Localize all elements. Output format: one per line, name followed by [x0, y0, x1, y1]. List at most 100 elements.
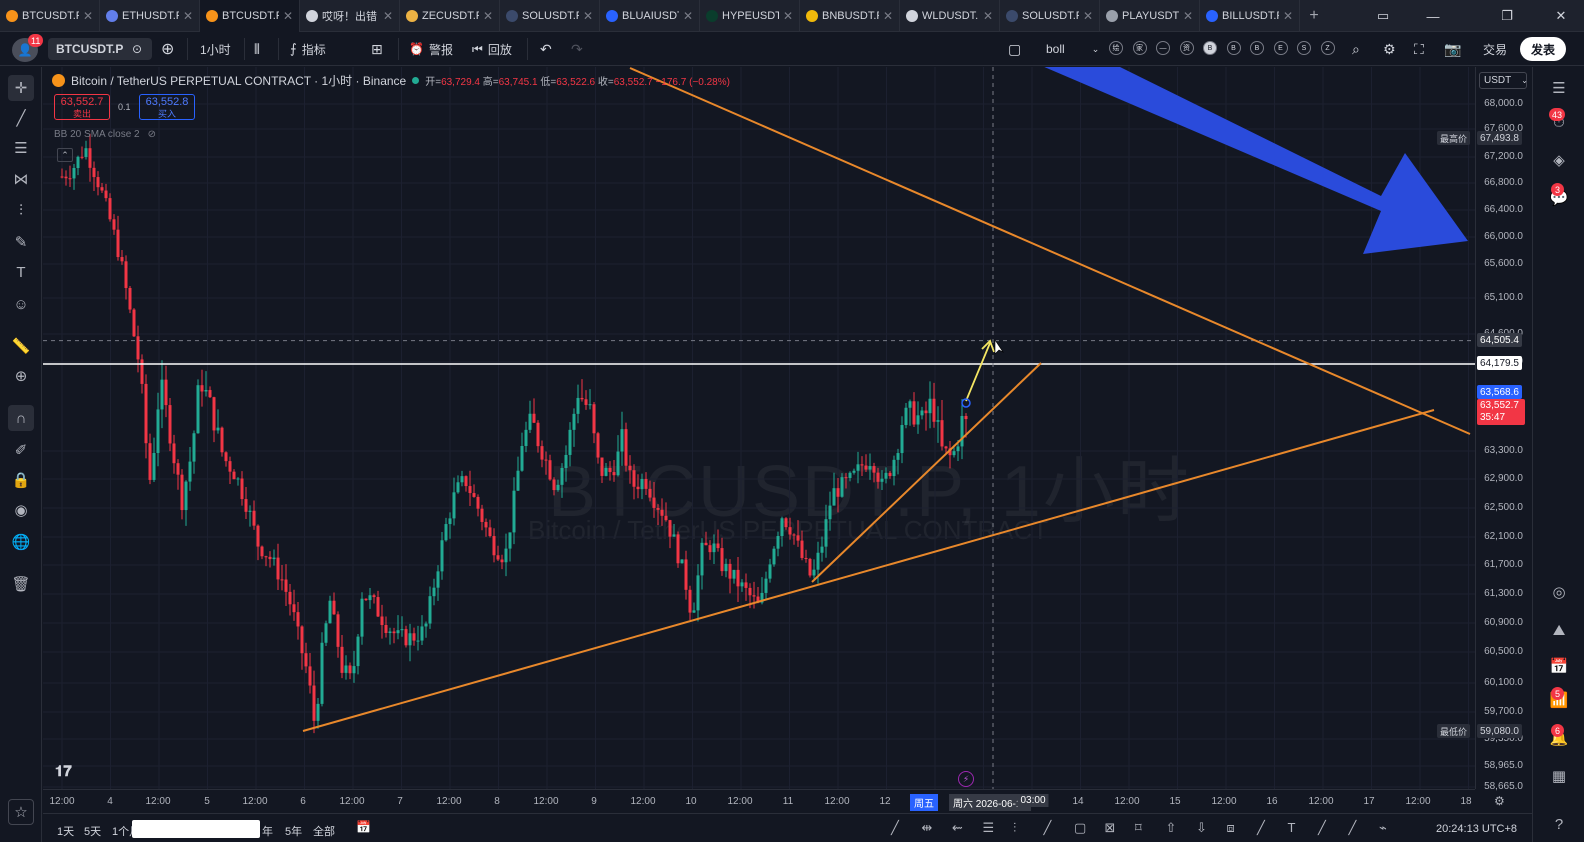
- browser-tab[interactable]: HYPEUSDT ✕: [700, 0, 800, 32]
- drawing-shortcut-icon[interactable]: ⫶: [1013, 820, 1017, 835]
- text-tool-icon[interactable]: T: [16, 263, 26, 281]
- cast-icon[interactable]: ▭: [1376, 8, 1390, 23]
- add-to-watchlist-icon[interactable]: ⊙: [132, 42, 143, 56]
- tab-close-icon[interactable]: ✕: [1282, 8, 1293, 23]
- drawing-shortcut-icon[interactable]: ⌑: [1135, 820, 1142, 835]
- indicator-legend[interactable]: BB 20 SMA close 2 ⊘: [54, 129, 156, 140]
- replay-button[interactable]: ⏮ 回放: [472, 32, 512, 66]
- candle-type-icon[interactable]: ⫴: [254, 40, 260, 57]
- pattern-icon[interactable]: ⋈: [13, 171, 29, 188]
- layout-chip[interactable]: —: [1156, 41, 1170, 55]
- range-1d[interactable]: 1天: [57, 826, 75, 838]
- new-tab-icon[interactable]: +: [1309, 6, 1319, 24]
- compare-add-icon[interactable]: ⊕: [161, 41, 175, 58]
- browser-tab[interactable]: 哎呀！出错 ✕: [300, 0, 400, 32]
- chart-pane[interactable]: BTCUSDT.P, 1小时 Bitcoin / TetherUS PERPET…: [43, 67, 1475, 789]
- lock-drawings-pencil-icon[interactable]: ✐: [14, 442, 28, 459]
- drawing-shortcut-icon[interactable]: ╱: [1348, 820, 1357, 835]
- drawing-shortcut-icon[interactable]: ⇩: [1196, 820, 1207, 835]
- tab-close-icon[interactable]: ✕: [882, 8, 893, 23]
- symbol-search[interactable]: BTCUSDT.P: [48, 38, 152, 60]
- undo-icon[interactable]: ↶: [540, 40, 552, 57]
- minimize-icon[interactable]: —: [1426, 8, 1440, 24]
- trade-button[interactable]: 交易: [1483, 42, 1508, 57]
- favorite-star-icon[interactable]: ☆: [8, 799, 34, 825]
- browser-tab[interactable]: ZECUSDT.P ✕: [400, 0, 500, 32]
- layout-name-button[interactable]: boll ⌄: [1046, 32, 1099, 66]
- tab-close-icon[interactable]: ✕: [82, 8, 93, 23]
- publish-button[interactable]: 发表: [1520, 37, 1567, 61]
- magnet-icon[interactable]: ∩: [8, 405, 34, 431]
- drawing-shortcut-icon[interactable]: ⧈: [1226, 820, 1235, 835]
- brush-icon[interactable]: ✎: [14, 234, 28, 251]
- currency-select[interactable]: USDT ⌄: [1479, 72, 1528, 89]
- target-icon[interactable]: ◎: [1552, 584, 1566, 601]
- layout-chip[interactable]: 家: [1132, 41, 1147, 55]
- ideas-icon[interactable]: ⛰: [1552, 621, 1566, 639]
- browser-tab[interactable]: BNBUSDT.P ✕: [800, 0, 900, 32]
- tab-close-icon[interactable]: ✕: [1082, 8, 1093, 23]
- fib-icon[interactable]: ⫶: [19, 201, 23, 219]
- drawing-shortcut-icon[interactable]: ⇜: [952, 820, 963, 835]
- alerts-clock-icon[interactable]: ⏱: [1553, 113, 1565, 131]
- browser-tab[interactable]: BILLUSDT.P ✕: [1200, 0, 1300, 32]
- calendar-icon[interactable]: 📅: [1549, 658, 1569, 675]
- drawing-shortcut-icon[interactable]: T: [1287, 820, 1296, 835]
- hidden-eye-icon[interactable]: ⊘: [147, 129, 156, 140]
- layout-grid-icon[interactable]: ⊞: [371, 40, 383, 57]
- event-lightning-icon[interactable]: ⚡: [958, 771, 974, 787]
- fullscreen-icon[interactable]: ⛶: [1414, 40, 1424, 57]
- browser-tab[interactable]: ETHUSDT.P ✕: [100, 0, 200, 32]
- goto-date-calendar-icon[interactable]: 📅: [356, 820, 371, 834]
- snapshot-camera-icon[interactable]: 📷: [1444, 40, 1462, 57]
- drawing-shortcut-icon[interactable]: ⇧: [1165, 820, 1177, 835]
- candlestick-chart[interactable]: [43, 67, 1475, 789]
- lock-icon[interactable]: 🔒: [11, 472, 31, 489]
- tab-close-icon[interactable]: ✕: [382, 8, 393, 23]
- tab-close-icon[interactable]: ✕: [982, 8, 993, 23]
- grid-apps-icon[interactable]: ▦: [1551, 768, 1567, 785]
- tab-close-icon[interactable]: ✕: [682, 8, 693, 23]
- drawing-shortcut-icon[interactable]: ⌁: [1379, 820, 1387, 835]
- drawing-shortcut-icon[interactable]: ╱: [891, 820, 899, 835]
- time-axis[interactable]: 12:00 4 12:00 5 12:00 6 12:00 7 12:00 8 12:00 9 12:0…: [43, 789, 1475, 813]
- quick-search-icon[interactable]: ⌕: [1352, 40, 1360, 57]
- drawing-shortcut-icon[interactable]: ╱: [1043, 820, 1052, 835]
- trash-icon[interactable]: 🗑: [11, 576, 31, 593]
- tab-close-icon[interactable]: ✕: [1182, 8, 1193, 23]
- help-icon[interactable]: ?: [1554, 815, 1564, 833]
- browser-tab[interactable]: SOLUSDT.P ✕: [1000, 0, 1100, 32]
- ruler-icon[interactable]: 📏: [11, 338, 31, 355]
- range-1y[interactable]: 年: [262, 826, 273, 838]
- drawing-shortcut-icon[interactable]: ▢: [1074, 820, 1087, 835]
- tab-close-icon[interactable]: ✕: [282, 8, 293, 23]
- layout-chip[interactable]: 资: [1179, 41, 1194, 55]
- tab-close-icon[interactable]: ✕: [582, 8, 593, 23]
- browser-tab[interactable]: BLUAIUSDT ✕: [600, 0, 700, 32]
- buy-button[interactable]: 63,552.8 买入: [139, 94, 195, 120]
- layout-chip[interactable]: S: [1297, 41, 1311, 55]
- browser-tab[interactable]: SOLUSDT.P ✕: [500, 0, 600, 32]
- zoom-in-icon[interactable]: ⊕: [14, 368, 28, 385]
- layout-chip[interactable]: Z: [1320, 41, 1335, 55]
- drawing-shortcut-icon[interactable]: ╱: [1257, 820, 1265, 835]
- close-window-icon[interactable]: ✕: [1555, 8, 1567, 23]
- trend-line-icon[interactable]: ╱: [16, 110, 26, 127]
- watchlist-icon[interactable]: ☰: [1552, 80, 1566, 97]
- drawing-shortcut-icon[interactable]: ⊠: [1104, 820, 1116, 835]
- tab-close-icon[interactable]: ✕: [182, 8, 193, 23]
- layout-chip[interactable]: B: [1226, 41, 1241, 55]
- range-all[interactable]: 全部: [313, 826, 335, 838]
- layout-chip[interactable]: B: [1250, 41, 1264, 55]
- horizontal-lines-icon[interactable]: ☰: [14, 140, 28, 157]
- tab-close-icon[interactable]: ✕: [482, 8, 493, 23]
- range-5y[interactable]: 5年: [285, 826, 303, 838]
- layout-chip[interactable]: E: [1273, 41, 1288, 55]
- axis-settings-gear-icon[interactable]: ⚙: [1494, 794, 1505, 808]
- collapse-legend-icon[interactable]: ⌃: [57, 148, 73, 162]
- clock-timezone[interactable]: 20:24:13 UTC+8: [1436, 823, 1518, 835]
- layout-square-icon[interactable]: ▢: [1008, 40, 1022, 57]
- sell-button[interactable]: 63,552.7 卖出: [54, 94, 110, 120]
- restore-icon[interactable]: ❐: [1501, 8, 1513, 23]
- price-axis[interactable]: USDT ⌄ 68,000.0 67,600.0 67,200.0 66,800.0 6…: [1475, 67, 1532, 792]
